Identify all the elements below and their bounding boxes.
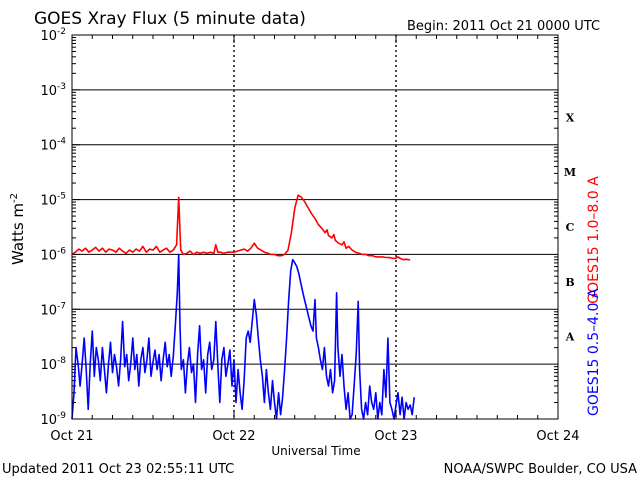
- flare-class-label: C: [566, 221, 575, 234]
- y-tick-label: 10-6: [40, 246, 66, 263]
- svg-text:Watts m-2: Watts m-2: [9, 193, 27, 265]
- x-tick-label: Oct 23: [374, 429, 417, 444]
- y-axis-label-sup: -2: [9, 193, 20, 203]
- legend-goes15-short: GOES15 0.5–4.0 A: [586, 288, 602, 416]
- y-tick-label: 10-4: [40, 137, 66, 154]
- y-tick-label: 10-3: [40, 82, 66, 99]
- flare-class-label: A: [565, 331, 575, 344]
- y-tick-label: 10-8: [40, 356, 66, 373]
- flare-class-labels: A B C M X: [564, 111, 576, 343]
- chart-title: GOES Xray Flux (5 minute data): [34, 9, 306, 29]
- legend-long-channel: GOES15 1.0–8.0 A: [586, 176, 602, 304]
- data-series: [71, 194, 415, 420]
- updated-timestamp: Updated 2011 Oct 23 02:55:11 UTC: [2, 462, 234, 477]
- flare-class-label: M: [564, 166, 576, 179]
- x-tick-labels: Oct 21 Oct 22 Oct 23 Oct 24: [50, 429, 579, 444]
- y-tick-label: 10-2: [40, 27, 66, 44]
- legend-goes15-long: GOES15 1.0–8.0 A: [586, 176, 602, 304]
- credit-text: NOAA/SWPC Boulder, CO USA: [444, 462, 637, 477]
- flare-class-label: X: [566, 111, 575, 124]
- grid-lines: [72, 35, 558, 419]
- flare-class-label: B: [565, 276, 574, 289]
- y-axis-label: Watts m-2: [9, 193, 27, 265]
- x-tick-label: Oct 22: [212, 429, 255, 444]
- x-tick-label: Oct 21: [50, 429, 93, 444]
- series-line-goes15-long: [71, 194, 411, 261]
- y-tick-label: 10-5: [40, 192, 66, 209]
- begin-date: Begin: 2011 Oct 21 0000 UTC: [407, 19, 600, 34]
- y-tick-labels: 10-9 10-8 10-7 10-6 10-5 10-4 10-3 10-2: [40, 27, 66, 428]
- legend-short-channel: GOES15 0.5–4.0 A: [586, 288, 602, 416]
- x-axis-label: Universal Time: [271, 444, 360, 458]
- y-tick-label: 10-7: [40, 301, 66, 318]
- axis-ticks: [71, 35, 559, 420]
- series-line-goes15-short: [71, 253, 415, 420]
- y-axis-label-text: Watts m: [9, 203, 27, 265]
- plot-frame: [71, 34, 559, 420]
- x-tick-label: Oct 24: [536, 429, 579, 444]
- y-tick-label: 10-9: [40, 411, 66, 428]
